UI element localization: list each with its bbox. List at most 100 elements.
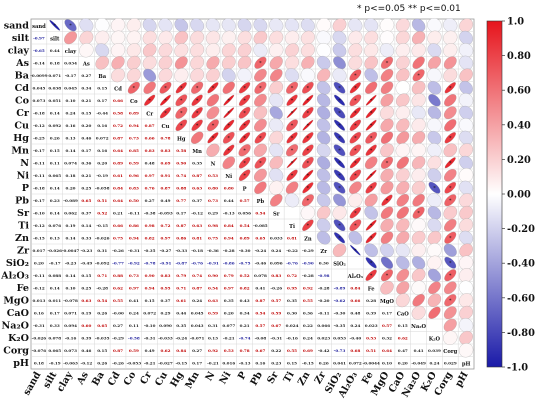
cell-ellipse <box>427 81 442 95</box>
cell-ellipse <box>334 232 346 244</box>
col-label-Cu: Cu <box>153 370 170 388</box>
significance-mark: * <box>354 160 357 166</box>
cell-ellipse <box>205 18 220 33</box>
cell-ellipse <box>110 18 126 33</box>
cell-value: -0.027 <box>158 361 173 366</box>
significance-mark: * <box>212 135 215 141</box>
colorbar-tick-label: 0.60 <box>507 86 531 97</box>
cell-value: -0.97 <box>33 36 45 41</box>
row-label-Co: Co <box>15 96 30 107</box>
cell-ellipse <box>143 81 156 94</box>
cell-value: -0.86 <box>223 261 235 266</box>
cell-ellipse <box>142 43 157 58</box>
cell-ellipse <box>444 181 457 194</box>
cell-ellipse <box>428 181 441 194</box>
diag-label-CaO: CaO <box>397 311 409 317</box>
cell-value: 0.34 <box>81 86 91 91</box>
cell-ellipse <box>333 219 346 232</box>
cell-value: 0.43 <box>240 298 250 303</box>
cell-ellipse <box>333 144 346 157</box>
cell-ellipse <box>237 30 252 45</box>
significance-mark: * <box>433 185 436 191</box>
cell-value: 0.59 <box>129 348 139 353</box>
cell-value: 0.73 <box>129 273 139 278</box>
cell-value: -0.053 <box>127 361 142 366</box>
cell-value: 0.090 <box>159 323 172 328</box>
cell-ellipse <box>142 18 157 33</box>
cell-ellipse <box>396 181 410 195</box>
cell-ellipse <box>269 18 284 33</box>
cell-ellipse <box>302 94 314 106</box>
cell-value: -0.42 <box>318 348 330 353</box>
cell-value: 0.52 <box>97 211 107 216</box>
cell-value: -0.89 <box>334 286 346 291</box>
cell-ellipse <box>411 143 426 158</box>
significance-legend: * p<=0.05 ** p<=0.01 <box>357 4 461 14</box>
cell-ellipse <box>380 93 394 107</box>
significance-mark: * <box>259 135 262 141</box>
cell-ellipse <box>49 19 61 31</box>
cell-ellipse <box>459 205 473 220</box>
cell-value: 0.078 <box>48 336 61 341</box>
cell-value: 0.31 <box>208 323 218 328</box>
cell-ellipse <box>301 194 314 207</box>
cell-value: 0.19 <box>66 223 76 228</box>
cell-ellipse <box>458 280 474 295</box>
cell-ellipse <box>380 105 394 120</box>
cell-value: 0.61 <box>176 298 186 303</box>
cell-value: -0.28 <box>302 273 314 278</box>
cell-ellipse <box>427 18 442 33</box>
cell-ellipse <box>237 55 252 70</box>
cell-value: 0.65 <box>81 198 91 203</box>
cell-ellipse <box>364 156 378 169</box>
cell-ellipse <box>380 168 394 182</box>
cell-ellipse <box>443 143 458 158</box>
cell-value: 0.63 <box>192 186 202 191</box>
significance-mark: * <box>370 260 373 266</box>
col-label-pH: pH <box>453 370 470 389</box>
cell-ellipse <box>444 231 457 244</box>
row-label-pH: pH <box>13 358 29 369</box>
cell-value: 0.64 <box>382 348 392 353</box>
cell-value: -0.13 <box>223 211 235 216</box>
cell-ellipse <box>205 30 220 45</box>
diag-label-Zn: Zn <box>304 236 312 242</box>
cell-ellipse <box>286 157 298 169</box>
cell-value: -0.076 <box>32 348 47 353</box>
cell-ellipse <box>444 256 457 269</box>
significance-mark: * <box>180 110 183 116</box>
significance-mark: * <box>164 98 167 104</box>
significance-mark: * <box>354 123 357 129</box>
cell-ellipse <box>364 55 378 70</box>
cell-ellipse <box>365 182 377 194</box>
cell-ellipse <box>174 30 189 45</box>
cell-ellipse <box>411 218 426 233</box>
cell-value: 0.21 <box>240 323 250 328</box>
cell-ellipse <box>316 218 331 233</box>
cell-ellipse <box>300 18 315 33</box>
cell-ellipse <box>364 18 379 33</box>
significance-mark: * <box>417 210 420 216</box>
significance-mark: * <box>354 173 357 179</box>
cell-value: 0.73 <box>208 198 218 203</box>
cell-ellipse <box>190 30 205 45</box>
cell-ellipse <box>349 69 362 82</box>
cell-value: -0.17 <box>33 148 45 153</box>
cell-ellipse <box>333 106 346 119</box>
cell-value: -0.18 <box>33 186 45 191</box>
cell-ellipse <box>206 106 220 120</box>
cell-ellipse <box>364 193 378 207</box>
col-label-N: N <box>204 370 218 383</box>
row-label-clay: clay <box>8 46 30 57</box>
cell-ellipse <box>316 118 331 133</box>
cell-value: -0.11 <box>128 211 140 216</box>
cell-ellipse <box>254 56 267 69</box>
cell-value: -0.28 <box>223 248 235 253</box>
cell-ellipse <box>334 157 345 169</box>
cell-value: -0.11 <box>318 311 330 316</box>
cell-value: 0.87 <box>113 136 123 141</box>
cell-value: 0.48 <box>350 311 360 316</box>
cell-ellipse <box>380 281 394 295</box>
cell-value: 0.53 <box>224 348 234 353</box>
cell-ellipse <box>286 169 298 181</box>
